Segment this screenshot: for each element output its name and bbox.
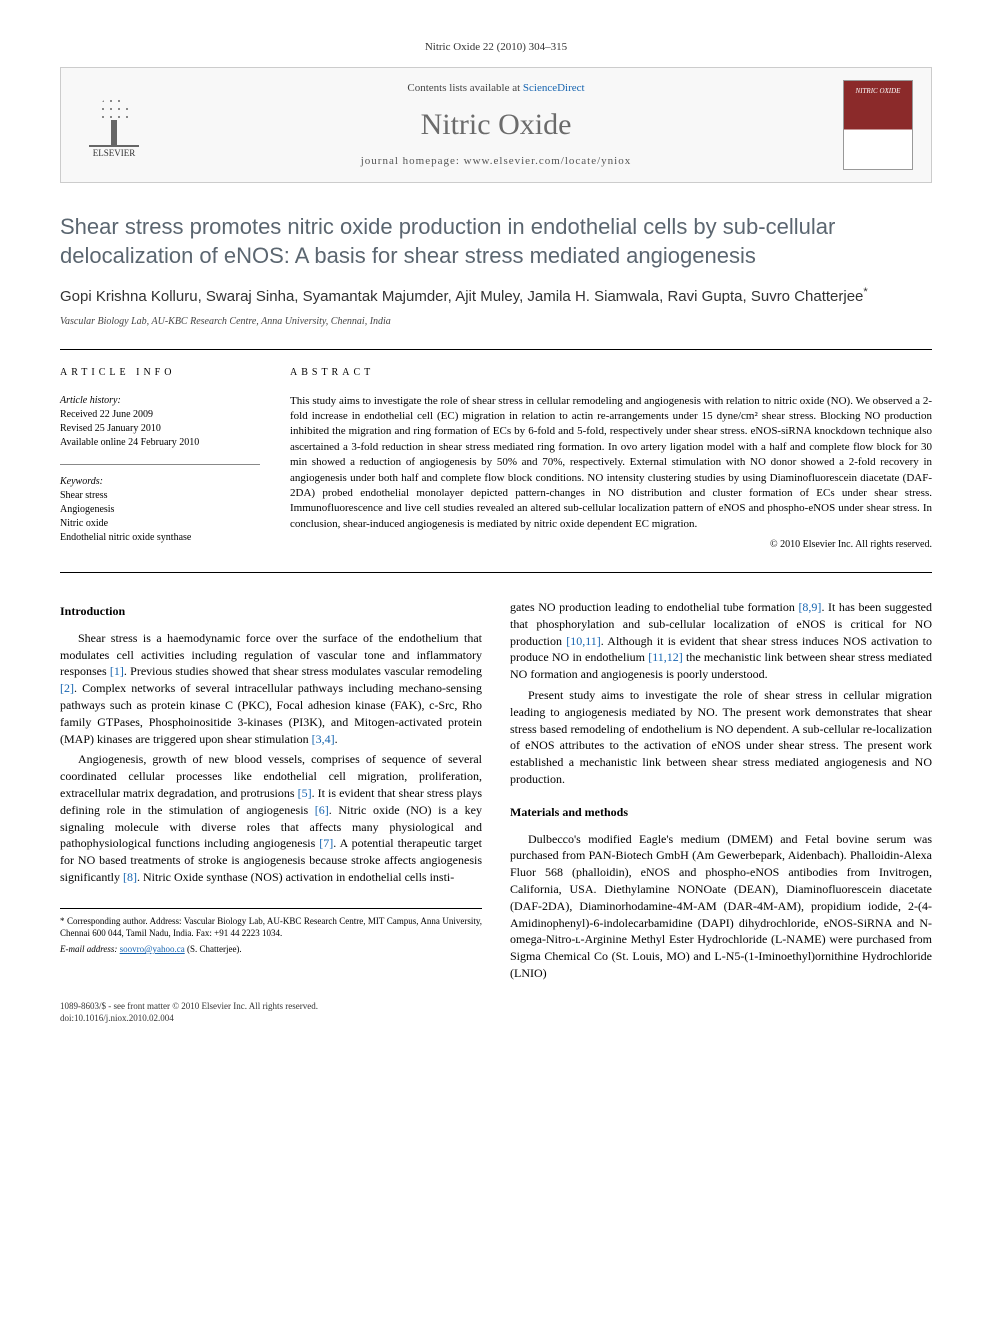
intro-para-1: Shear stress is a haemodynamic force ove… (60, 630, 482, 748)
homepage-line: journal homepage: www.elsevier.com/locat… (167, 154, 825, 169)
history-label: Article history: (60, 394, 260, 408)
info-abstract-row: ARTICLE INFO Article history: Received 2… (60, 349, 932, 574)
intro-para-3: gates NO production leading to endotheli… (510, 599, 932, 683)
history-block: Article history: Received 22 June 2009 R… (60, 394, 260, 450)
homepage-url[interactable]: www.elsevier.com/locate/yniox (464, 155, 632, 167)
contents-prefix: Contents lists available at (407, 82, 522, 94)
footer-doi: doi:10.1016/j.niox.2010.02.004 (60, 1012, 318, 1025)
keyword-3: Endothelial nitric oxide synthase (60, 531, 260, 545)
keywords-label: Keywords: (60, 475, 260, 489)
intro-para-4: Present study aims to investigate the ro… (510, 687, 932, 788)
footer-left: 1089-8603/$ - see front matter © 2010 El… (60, 1000, 318, 1025)
homepage-prefix: journal homepage: (361, 155, 464, 167)
revised-date: Revised 25 January 2010 (60, 422, 260, 436)
received-date: Received 22 June 2009 (60, 408, 260, 422)
abstract-column: ABSTRACT This study aims to investigate … (290, 366, 932, 553)
email-owner: (S. Chatterjee). (187, 944, 242, 954)
footer-bar: 1089-8603/$ - see front matter © 2010 El… (60, 1000, 932, 1025)
email-label: E-mail address: (60, 944, 117, 954)
corresponding-mark: * (863, 286, 867, 298)
title-block: Shear stress promotes nitric oxide produ… (60, 213, 932, 328)
keyword-1: Angiogenesis (60, 503, 260, 517)
corresponding-footnote: * Corresponding author. Address: Vascula… (60, 915, 482, 940)
info-divider (60, 464, 260, 465)
affiliation: Vascular Biology Lab, AU-KBC Research Ce… (60, 315, 932, 329)
footer-front-matter: 1089-8603/$ - see front matter © 2010 El… (60, 1000, 318, 1013)
elsevier-logo: ELSEVIER (79, 85, 149, 165)
abstract-copyright: © 2010 Elsevier Inc. All rights reserved… (290, 538, 932, 552)
authors: Gopi Krishna Kolluru, Swaraj Sinha, Syam… (60, 285, 932, 307)
masthead: ELSEVIER Contents lists available at Sci… (60, 67, 932, 183)
elsevier-tree-icon (89, 92, 139, 147)
article-info-label: ARTICLE INFO (60, 366, 260, 380)
author-list: Gopi Krishna Kolluru, Swaraj Sinha, Syam… (60, 288, 863, 305)
intro-para-2: Angiogenesis, growth of new blood vessel… (60, 751, 482, 885)
footnotes: * Corresponding author. Address: Vascula… (60, 908, 482, 956)
email-link[interactable]: soovro@yahoo.ca (120, 944, 185, 954)
abstract-text: This study aims to investigate the role … (290, 394, 932, 533)
mm-para-1: Dulbecco's modified Eagle's medium (DMEM… (510, 831, 932, 982)
keyword-2: Nitric oxide (60, 517, 260, 531)
materials-methods-heading: Materials and methods (510, 804, 932, 821)
online-date: Available online 24 February 2010 (60, 436, 260, 450)
article-title: Shear stress promotes nitric oxide produ… (60, 213, 932, 270)
contents-line: Contents lists available at ScienceDirec… (167, 81, 825, 96)
article-info-column: ARTICLE INFO Article history: Received 2… (60, 366, 260, 553)
keyword-0: Shear stress (60, 489, 260, 503)
sciencedirect-link[interactable]: ScienceDirect (523, 82, 585, 94)
body-columns: Introduction Shear stress is a haemodyna… (60, 599, 932, 982)
abstract-label: ABSTRACT (290, 366, 932, 380)
journal-header: Nitric Oxide 22 (2010) 304–315 (60, 40, 932, 55)
masthead-center: Contents lists available at ScienceDirec… (167, 81, 825, 170)
email-footnote: E-mail address: soovro@yahoo.ca (S. Chat… (60, 943, 482, 956)
introduction-heading: Introduction (60, 603, 482, 620)
journal-cover-thumbnail (843, 80, 913, 170)
keywords-block: Keywords: Shear stress Angiogenesis Nitr… (60, 475, 260, 545)
journal-name: Nitric Oxide (167, 104, 825, 146)
publisher-label: ELSEVIER (93, 147, 136, 160)
